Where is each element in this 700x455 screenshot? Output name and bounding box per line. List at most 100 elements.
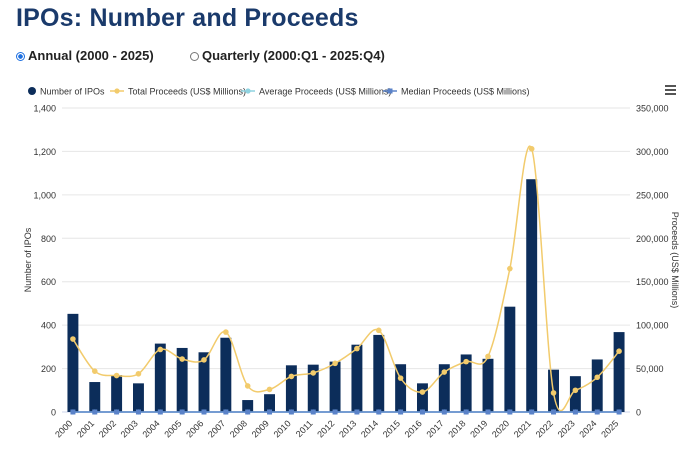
- bar-2020: [504, 306, 516, 412]
- bar-2015: [395, 364, 407, 412]
- proceeds-point-2010: [288, 373, 295, 380]
- median-point-2017: [441, 409, 447, 415]
- x-tick-label: 2004: [140, 418, 161, 439]
- average-point-2013: [354, 409, 360, 415]
- proceeds-point-2001: [91, 368, 98, 374]
- average-point-2019: [485, 409, 491, 415]
- median-point-2013: [354, 409, 360, 415]
- x-tick-label: 2009: [250, 418, 271, 439]
- x-tick-label: 2018: [446, 418, 467, 439]
- proceeds-point-2023: [572, 387, 579, 394]
- proceeds-point-2007: [223, 329, 229, 335]
- hamburger-menu-icon[interactable]: [665, 85, 676, 95]
- median-point-2000: [70, 409, 76, 415]
- proceeds-point-2009: [266, 386, 273, 393]
- median-point-2001: [92, 409, 98, 415]
- proceeds-point-2000: [70, 336, 76, 342]
- y2-tick-label: 50,000: [636, 364, 664, 374]
- y2-axis-title: Proceeds (US$ Millions): [670, 212, 680, 309]
- median-point-2005: [179, 409, 185, 415]
- proceeds-point-2002: [113, 372, 120, 379]
- quarterly-radio-label[interactable]: Quarterly (2000:Q1 - 2025:Q4): [202, 48, 385, 63]
- quarterly-radio[interactable]: Quarterly (2000:Q1 - 2025:Q4): [190, 48, 385, 63]
- x-tick-label: 2000: [53, 418, 74, 439]
- bar-2017: [438, 364, 450, 412]
- median-point-2002: [114, 409, 120, 415]
- median-point-2011: [310, 409, 316, 415]
- median-point-2022: [551, 409, 557, 415]
- average-point-2006: [201, 409, 207, 415]
- median-point-2021: [529, 409, 535, 415]
- x-tick-label: 2020: [490, 418, 511, 439]
- y-tick-label: 200: [41, 364, 56, 374]
- bar-2006: [198, 352, 210, 412]
- bar-2013: [351, 344, 363, 412]
- bar-2005: [176, 347, 188, 412]
- median-point-2016: [419, 409, 425, 415]
- legend-label: Number of IPOs: [40, 87, 105, 97]
- median-point-2010: [288, 409, 294, 415]
- annual-radio[interactable]: Annual (2000 - 2025): [16, 48, 154, 63]
- x-tick-label: 2023: [556, 418, 577, 439]
- median-point-2006: [201, 409, 207, 415]
- median-point-2020: [507, 409, 513, 415]
- average-point-2024: [594, 409, 600, 415]
- legend-symbol-bar: [28, 87, 36, 95]
- bar-2022: [548, 369, 559, 412]
- bar-2025: [613, 332, 625, 412]
- proceeds-point-2005: [179, 356, 185, 362]
- bar-2004: [154, 343, 166, 412]
- proceeds-point-2018: [463, 358, 469, 365]
- bar-2009: [264, 394, 275, 412]
- x-tick-label: 2025: [599, 418, 620, 439]
- y2-tick-label: 150,000: [636, 277, 669, 287]
- average-point-2007: [223, 409, 229, 415]
- average-point-2009: [266, 409, 273, 415]
- x-tick-label: 2001: [75, 418, 96, 439]
- proceeds-point-2011: [310, 370, 317, 376]
- proceeds-point-2004: [157, 346, 164, 353]
- average-point-2010: [288, 409, 294, 415]
- bar-2002: [111, 375, 123, 412]
- bar-2003: [133, 383, 144, 412]
- x-tick-label: 2021: [512, 418, 533, 439]
- bar-2019: [482, 358, 494, 412]
- legend-label: Median Proceeds (US$ Millions): [401, 87, 530, 97]
- y-tick-label: 1,400: [33, 104, 56, 114]
- median-point-2003: [135, 409, 141, 415]
- series-line-0: [72, 145, 620, 412]
- median-point-2012: [332, 409, 338, 415]
- proceeds-point-2016: [419, 389, 426, 395]
- median-point-2018: [463, 409, 469, 415]
- x-tick-label: 2011: [294, 418, 315, 439]
- y-axis-title: Number of IPOs: [23, 227, 33, 292]
- x-tick-label: 2022: [534, 418, 555, 439]
- radio-selected-icon[interactable]: [16, 52, 25, 61]
- proceeds-point-2019: [485, 353, 491, 360]
- radio-unselected-icon[interactable]: [190, 52, 199, 61]
- average-point-2001: [92, 409, 98, 415]
- x-tick-label: 2002: [97, 418, 118, 439]
- average-point-2022: [550, 409, 557, 415]
- average-point-2017: [441, 409, 447, 415]
- x-tick-label: 2014: [359, 418, 380, 439]
- bar-2016: [417, 383, 428, 412]
- average-point-2018: [463, 409, 469, 415]
- median-point-2025: [616, 409, 622, 415]
- bar-2001: [89, 382, 101, 412]
- median-point-2019: [485, 409, 491, 415]
- average-point-2008: [245, 409, 251, 415]
- y2-tick-label: 0: [636, 408, 641, 418]
- proceeds-point-2008: [244, 383, 251, 389]
- median-point-2004: [157, 409, 163, 415]
- bar-2008: [242, 400, 254, 412]
- proceeds-point-2024: [594, 374, 601, 381]
- annual-radio-label[interactable]: Annual (2000 - 2025): [28, 48, 154, 63]
- legend-label: Average Proceeds (US$ Millions): [259, 87, 391, 97]
- median-point-2007: [223, 409, 229, 415]
- median-point-2015: [398, 409, 404, 415]
- x-tick-label: 2019: [468, 418, 489, 439]
- y-tick-label: 1,200: [33, 147, 56, 157]
- average-point-2020: [507, 409, 513, 415]
- legend-symbol-marker: [387, 88, 393, 94]
